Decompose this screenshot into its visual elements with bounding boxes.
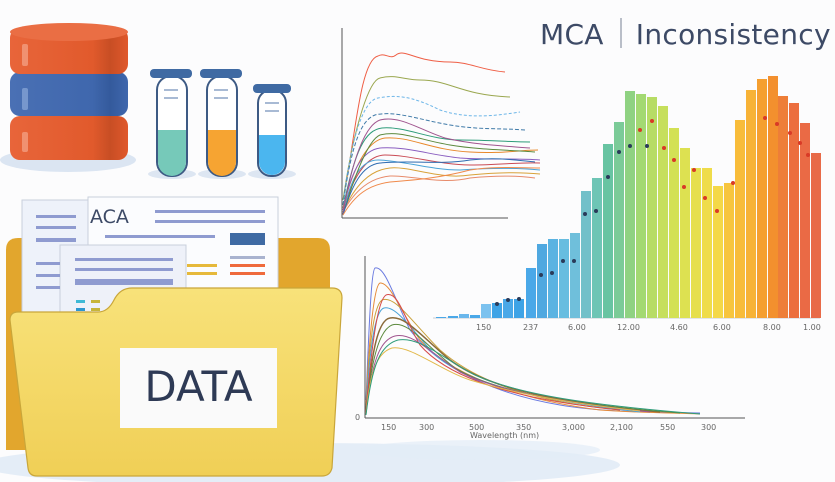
title-divider: [619, 18, 622, 48]
svg-text:3,000: 3,000: [562, 423, 585, 432]
line-chart-top: [341, 28, 541, 219]
folder-icon: [6, 196, 343, 477]
svg-text:300: 300: [419, 423, 434, 432]
svg-text:8.00: 8.00: [763, 323, 781, 332]
svg-text:6.00: 6.00: [713, 323, 731, 332]
bottom-chart-x-ticks: 150 300 500 350 3,000 2,100 550 300 Wave…: [381, 423, 716, 440]
title-inconsistency: Inconsistency: [635, 18, 831, 51]
bar-chart: 150 237 6.00 12.00 4.60 6.00 8.00 1.00: [433, 76, 821, 332]
document-label: ACA: [90, 206, 129, 228]
test-tube-icon: [198, 69, 246, 179]
svg-text:550: 550: [660, 423, 675, 432]
folder-label: DATA: [144, 362, 253, 411]
document-lines: [36, 210, 265, 311]
svg-text:Wavelength (nm): Wavelength (nm): [470, 431, 539, 440]
svg-text:150: 150: [381, 423, 396, 432]
line-chart-bottom: 0 150 300 500 350 3,000 2,100 550 300 Wa…: [355, 256, 745, 440]
test-tube-icon: [148, 69, 196, 179]
test-tube-icon: [248, 84, 296, 179]
bar-markers-red: [638, 116, 810, 213]
bars: [436, 76, 821, 318]
svg-text:500: 500: [469, 423, 484, 432]
svg-text:12.00: 12.00: [617, 323, 640, 332]
bar-chart-x-ticks: 150 237 6.00 12.00 4.60 6.00 8.00 1.00: [476, 323, 821, 332]
svg-text:4.60: 4.60: [670, 323, 688, 332]
bar-markers: [495, 144, 649, 306]
svg-text:150: 150: [476, 323, 491, 332]
title-mca: MCA: [540, 18, 604, 51]
svg-text:2,100: 2,100: [610, 423, 633, 432]
folder-label-plate: [120, 348, 277, 428]
svg-text:300: 300: [701, 423, 716, 432]
svg-text:350: 350: [516, 423, 531, 432]
database-icon: [0, 23, 136, 172]
svg-text:0: 0: [355, 413, 360, 422]
svg-text:6.00: 6.00: [568, 323, 586, 332]
svg-text:1.00: 1.00: [803, 323, 821, 332]
svg-text:237: 237: [523, 323, 538, 332]
page-title: MCA Inconsistency: [540, 18, 831, 51]
